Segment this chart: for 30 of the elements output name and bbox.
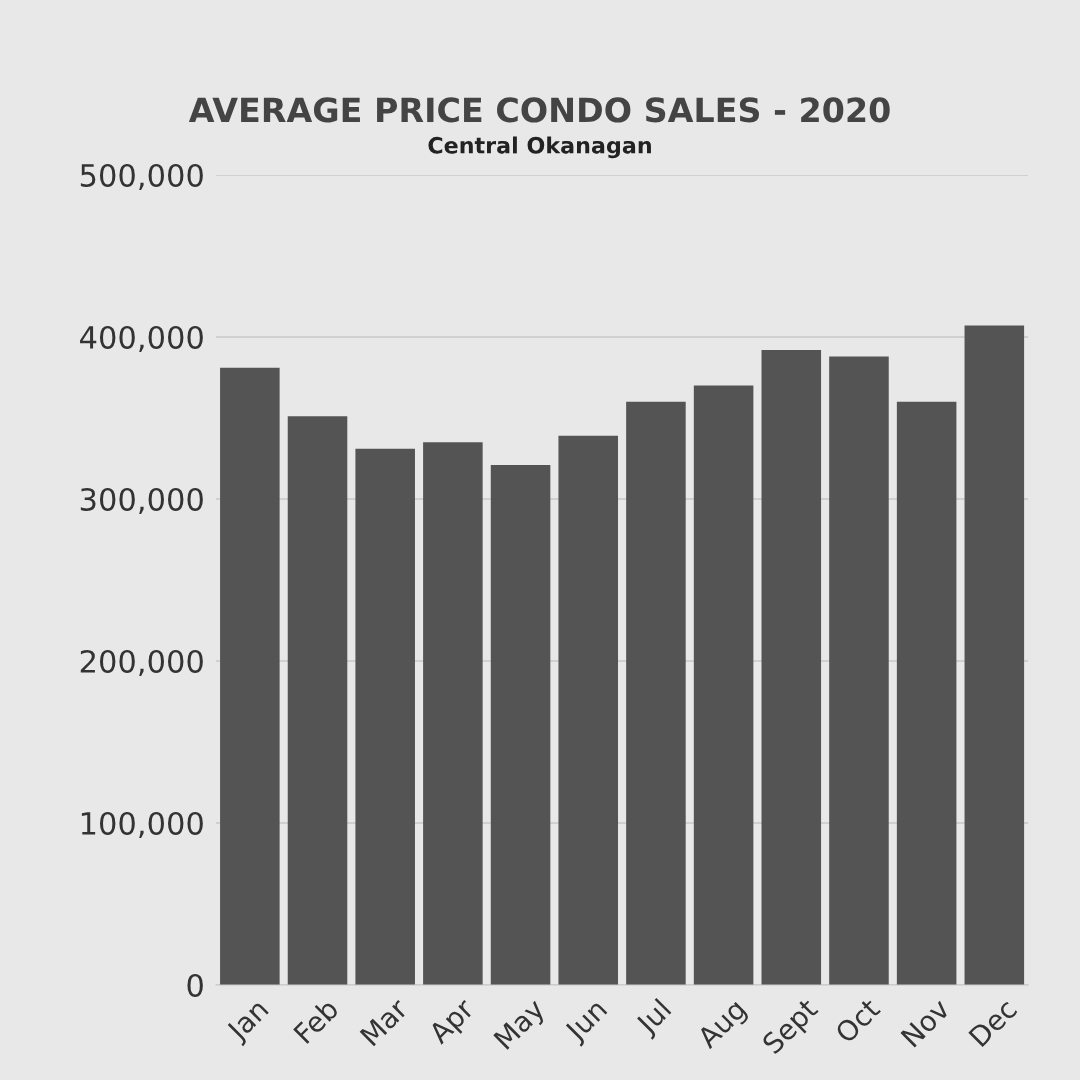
x-tick-label: Dec <box>968 997 1018 1048</box>
bar <box>829 356 889 985</box>
x-tick-label: Mar <box>359 996 410 1047</box>
bar <box>355 448 415 985</box>
x-tick-label: Oct <box>833 996 882 1045</box>
bar <box>490 464 551 985</box>
bar <box>220 367 280 985</box>
x-tick-label: Jul <box>633 997 676 1040</box>
bar <box>761 349 822 985</box>
bar <box>558 435 619 985</box>
y-tick-label: 100,000 <box>81 811 203 839</box>
bar <box>964 325 1025 985</box>
x-tick-label: Jan <box>224 998 273 1047</box>
y-tick-label: 0 <box>187 973 203 997</box>
bar <box>626 401 686 985</box>
x-tick-label: Nov <box>900 997 951 1048</box>
x-tick-label: Apr <box>427 996 480 1049</box>
bar <box>693 385 754 985</box>
bar <box>287 416 348 985</box>
chart-subtitle: Central Okanagan <box>428 136 651 159</box>
y-tick-label: 300,000 <box>80 487 203 515</box>
chart-title: AVERAGE PRICE CONDO SALES - 2020 <box>188 97 890 123</box>
y-tick-label: 500,000 <box>80 163 203 191</box>
x-tick-label: Feb <box>292 997 340 1045</box>
bar <box>423 442 483 985</box>
x-tick-label: Aug <box>695 998 751 1054</box>
y-tick-label: 400,000 <box>80 325 203 353</box>
y-tick-label: 200,000 <box>80 649 203 677</box>
bar <box>896 401 957 985</box>
x-tick-label: Jun <box>562 998 612 1047</box>
